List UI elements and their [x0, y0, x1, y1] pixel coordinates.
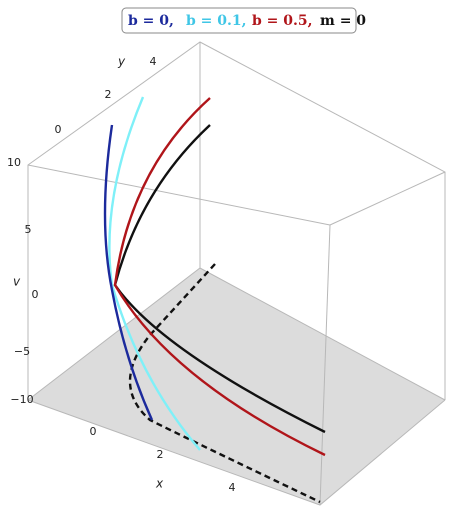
red-curve: [113, 97, 326, 457]
tick-label: −10: [10, 393, 33, 406]
tick-label: 4: [229, 481, 236, 494]
curves: [103, 96, 326, 504]
box: [27, 41, 446, 506]
legend-entry: b = 0.1,: [186, 13, 247, 29]
tick-label: 0: [32, 288, 39, 301]
axis-label: v: [13, 275, 21, 289]
axis-label: y: [117, 55, 126, 69]
tick-label: 0: [90, 425, 97, 438]
tick-label: −5: [14, 345, 30, 358]
legend-entry: b = 0,: [128, 13, 174, 29]
black-floor-curve: [128, 263, 321, 504]
tick-label: 2: [157, 448, 164, 461]
blue-curve: [103, 124, 154, 421]
legend-box: [121, 7, 357, 34]
legend-entry: m = 0: [320, 13, 366, 29]
tick-label: 10: [7, 156, 21, 169]
tick-label: 5: [25, 223, 32, 236]
axis-label: x: [155, 477, 164, 491]
tick-label: 0: [55, 123, 62, 136]
tick-label: 2: [105, 88, 112, 101]
legend: b = 0, b = 0.1, b = 0.5, m = 0: [128, 13, 366, 29]
legend-entry: b = 0.5,: [252, 13, 313, 29]
tick-label: 4: [150, 55, 157, 68]
floor: [28, 268, 445, 505]
